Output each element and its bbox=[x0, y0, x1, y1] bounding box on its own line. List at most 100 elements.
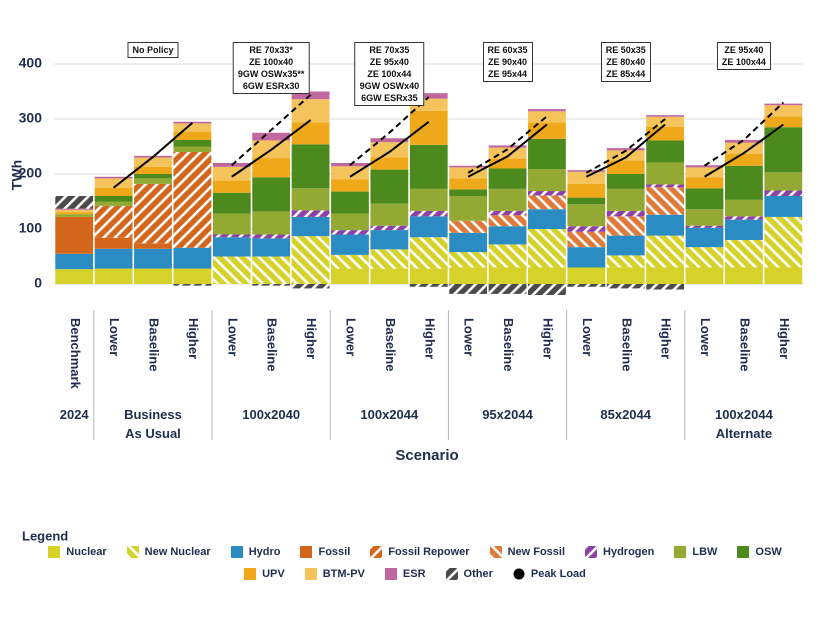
bar-segment bbox=[409, 110, 448, 145]
bar-segment bbox=[55, 269, 94, 284]
legend-label: Hydrogen bbox=[603, 546, 655, 558]
bar-segment bbox=[94, 201, 133, 206]
bar-segment bbox=[409, 216, 448, 238]
legend-item: Nuclear bbox=[48, 546, 107, 558]
bar-segment bbox=[606, 174, 645, 189]
legend-item: New Fossil bbox=[489, 546, 566, 558]
y-tick-label: 0 bbox=[34, 275, 42, 291]
policy-text: ZE 95x40 bbox=[369, 57, 409, 67]
bar-segment bbox=[134, 174, 172, 179]
legend-marker bbox=[737, 546, 750, 558]
bar-segment bbox=[370, 230, 409, 250]
bar-segment bbox=[370, 157, 409, 170]
policy-text: ZE 100x40 bbox=[249, 57, 294, 67]
bar-segment bbox=[528, 109, 566, 112]
bar-segment bbox=[606, 267, 645, 284]
bar-segment bbox=[764, 172, 803, 191]
legend-marker bbox=[384, 568, 397, 580]
bar-segment bbox=[685, 267, 724, 284]
policy-text: 6GW ESRx35 bbox=[361, 93, 418, 103]
legend-item: Peak Load bbox=[513, 568, 586, 580]
bar-segment bbox=[331, 213, 369, 231]
legend-marker bbox=[48, 546, 61, 558]
bar-segment bbox=[409, 144, 448, 189]
bar-segment bbox=[646, 115, 685, 117]
legend-swatch bbox=[126, 546, 139, 558]
policy-text: 9GW OSWx40 bbox=[359, 81, 420, 91]
group-label: 2024 bbox=[59, 407, 89, 422]
bar-segment bbox=[528, 195, 566, 210]
legend-item: UPV bbox=[244, 568, 285, 580]
bar-segment bbox=[488, 284, 527, 294]
bar-segment bbox=[685, 165, 724, 168]
policy-text: RE 60x35 bbox=[487, 45, 528, 55]
bar-segment bbox=[606, 235, 645, 256]
policy-text: 9GW OSWx35** bbox=[237, 69, 305, 79]
group-label: 100x2044 Alternate bbox=[714, 407, 773, 441]
legend-label: BTM-PV bbox=[322, 568, 365, 580]
bar-segment bbox=[291, 188, 330, 211]
bar-segment bbox=[331, 179, 369, 192]
bar-segment bbox=[488, 244, 527, 268]
x-tick-label: Higher bbox=[659, 318, 674, 359]
legend-label: Other bbox=[463, 568, 493, 580]
bar-segment bbox=[252, 177, 291, 212]
legend-title: Legend bbox=[22, 528, 68, 543]
bar-segment bbox=[291, 236, 330, 284]
bar-segment bbox=[488, 147, 527, 159]
x-tick-label: Lower bbox=[580, 318, 595, 356]
legend-label: ESR bbox=[402, 568, 426, 580]
legend-label: New Fossil bbox=[507, 546, 566, 558]
bar-segment bbox=[55, 212, 94, 215]
legend-marker bbox=[126, 546, 139, 558]
peak-load-line bbox=[231, 119, 312, 178]
legend-label: OSW bbox=[755, 546, 782, 558]
bar-segment bbox=[212, 192, 251, 214]
legend-item: New Nuclear bbox=[126, 546, 211, 558]
bar-segment bbox=[567, 226, 606, 232]
policy-box: RE 70x33* ZE 100x40 9GW OSWx35** 6GW ESRx30 bbox=[232, 42, 310, 94]
bar-segment bbox=[764, 190, 803, 196]
bar-segment bbox=[252, 284, 291, 286]
legend-marker bbox=[585, 546, 598, 558]
bar-segment bbox=[173, 268, 212, 284]
policy-box: RE 70x35 ZE 95x40 ZE 100x44 9GW OSWx40 6GW E… bbox=[354, 42, 425, 106]
bar-segment bbox=[173, 139, 212, 147]
bar-segment bbox=[409, 268, 448, 284]
bar-segment bbox=[134, 243, 172, 249]
peak-load-line bbox=[703, 101, 784, 167]
peak-load-line bbox=[585, 123, 666, 178]
bar-segment bbox=[685, 167, 724, 178]
group-label: 85x2044 bbox=[600, 407, 652, 422]
legend-swatch bbox=[737, 546, 750, 558]
bar-segment bbox=[55, 216, 94, 254]
legend-label: New Nuclear bbox=[144, 546, 211, 558]
bar-segment bbox=[488, 158, 527, 169]
legend-dot bbox=[513, 568, 525, 580]
bar-segment bbox=[409, 237, 448, 269]
bar-segment bbox=[646, 235, 685, 268]
peak-load-line bbox=[349, 120, 430, 178]
legend-marker bbox=[370, 546, 383, 558]
bar-segment bbox=[134, 248, 172, 269]
legend-swatch bbox=[370, 546, 383, 558]
peak-load-line bbox=[467, 115, 548, 174]
legend-label: Hydro bbox=[248, 546, 281, 558]
bar-segment bbox=[370, 225, 409, 231]
peak-load-line bbox=[112, 122, 194, 189]
legend-swatch bbox=[674, 546, 687, 558]
x-tick-label: Baseline bbox=[383, 318, 398, 371]
bar-segment bbox=[370, 268, 409, 284]
bar-segment bbox=[606, 160, 645, 174]
bar-segment bbox=[567, 204, 606, 227]
x-tick-label: Higher bbox=[422, 318, 437, 359]
legend-label: Fossil Repower bbox=[388, 546, 470, 558]
bar-segment bbox=[212, 234, 251, 238]
legend-item: Fossil bbox=[300, 546, 350, 558]
bar-segment bbox=[134, 268, 172, 284]
bar-segment bbox=[606, 216, 645, 236]
bar-segment bbox=[764, 105, 803, 117]
policy-box: RE 50x35 ZE 80x40 ZE 85x44 bbox=[600, 42, 651, 82]
bar-segment bbox=[646, 140, 685, 163]
